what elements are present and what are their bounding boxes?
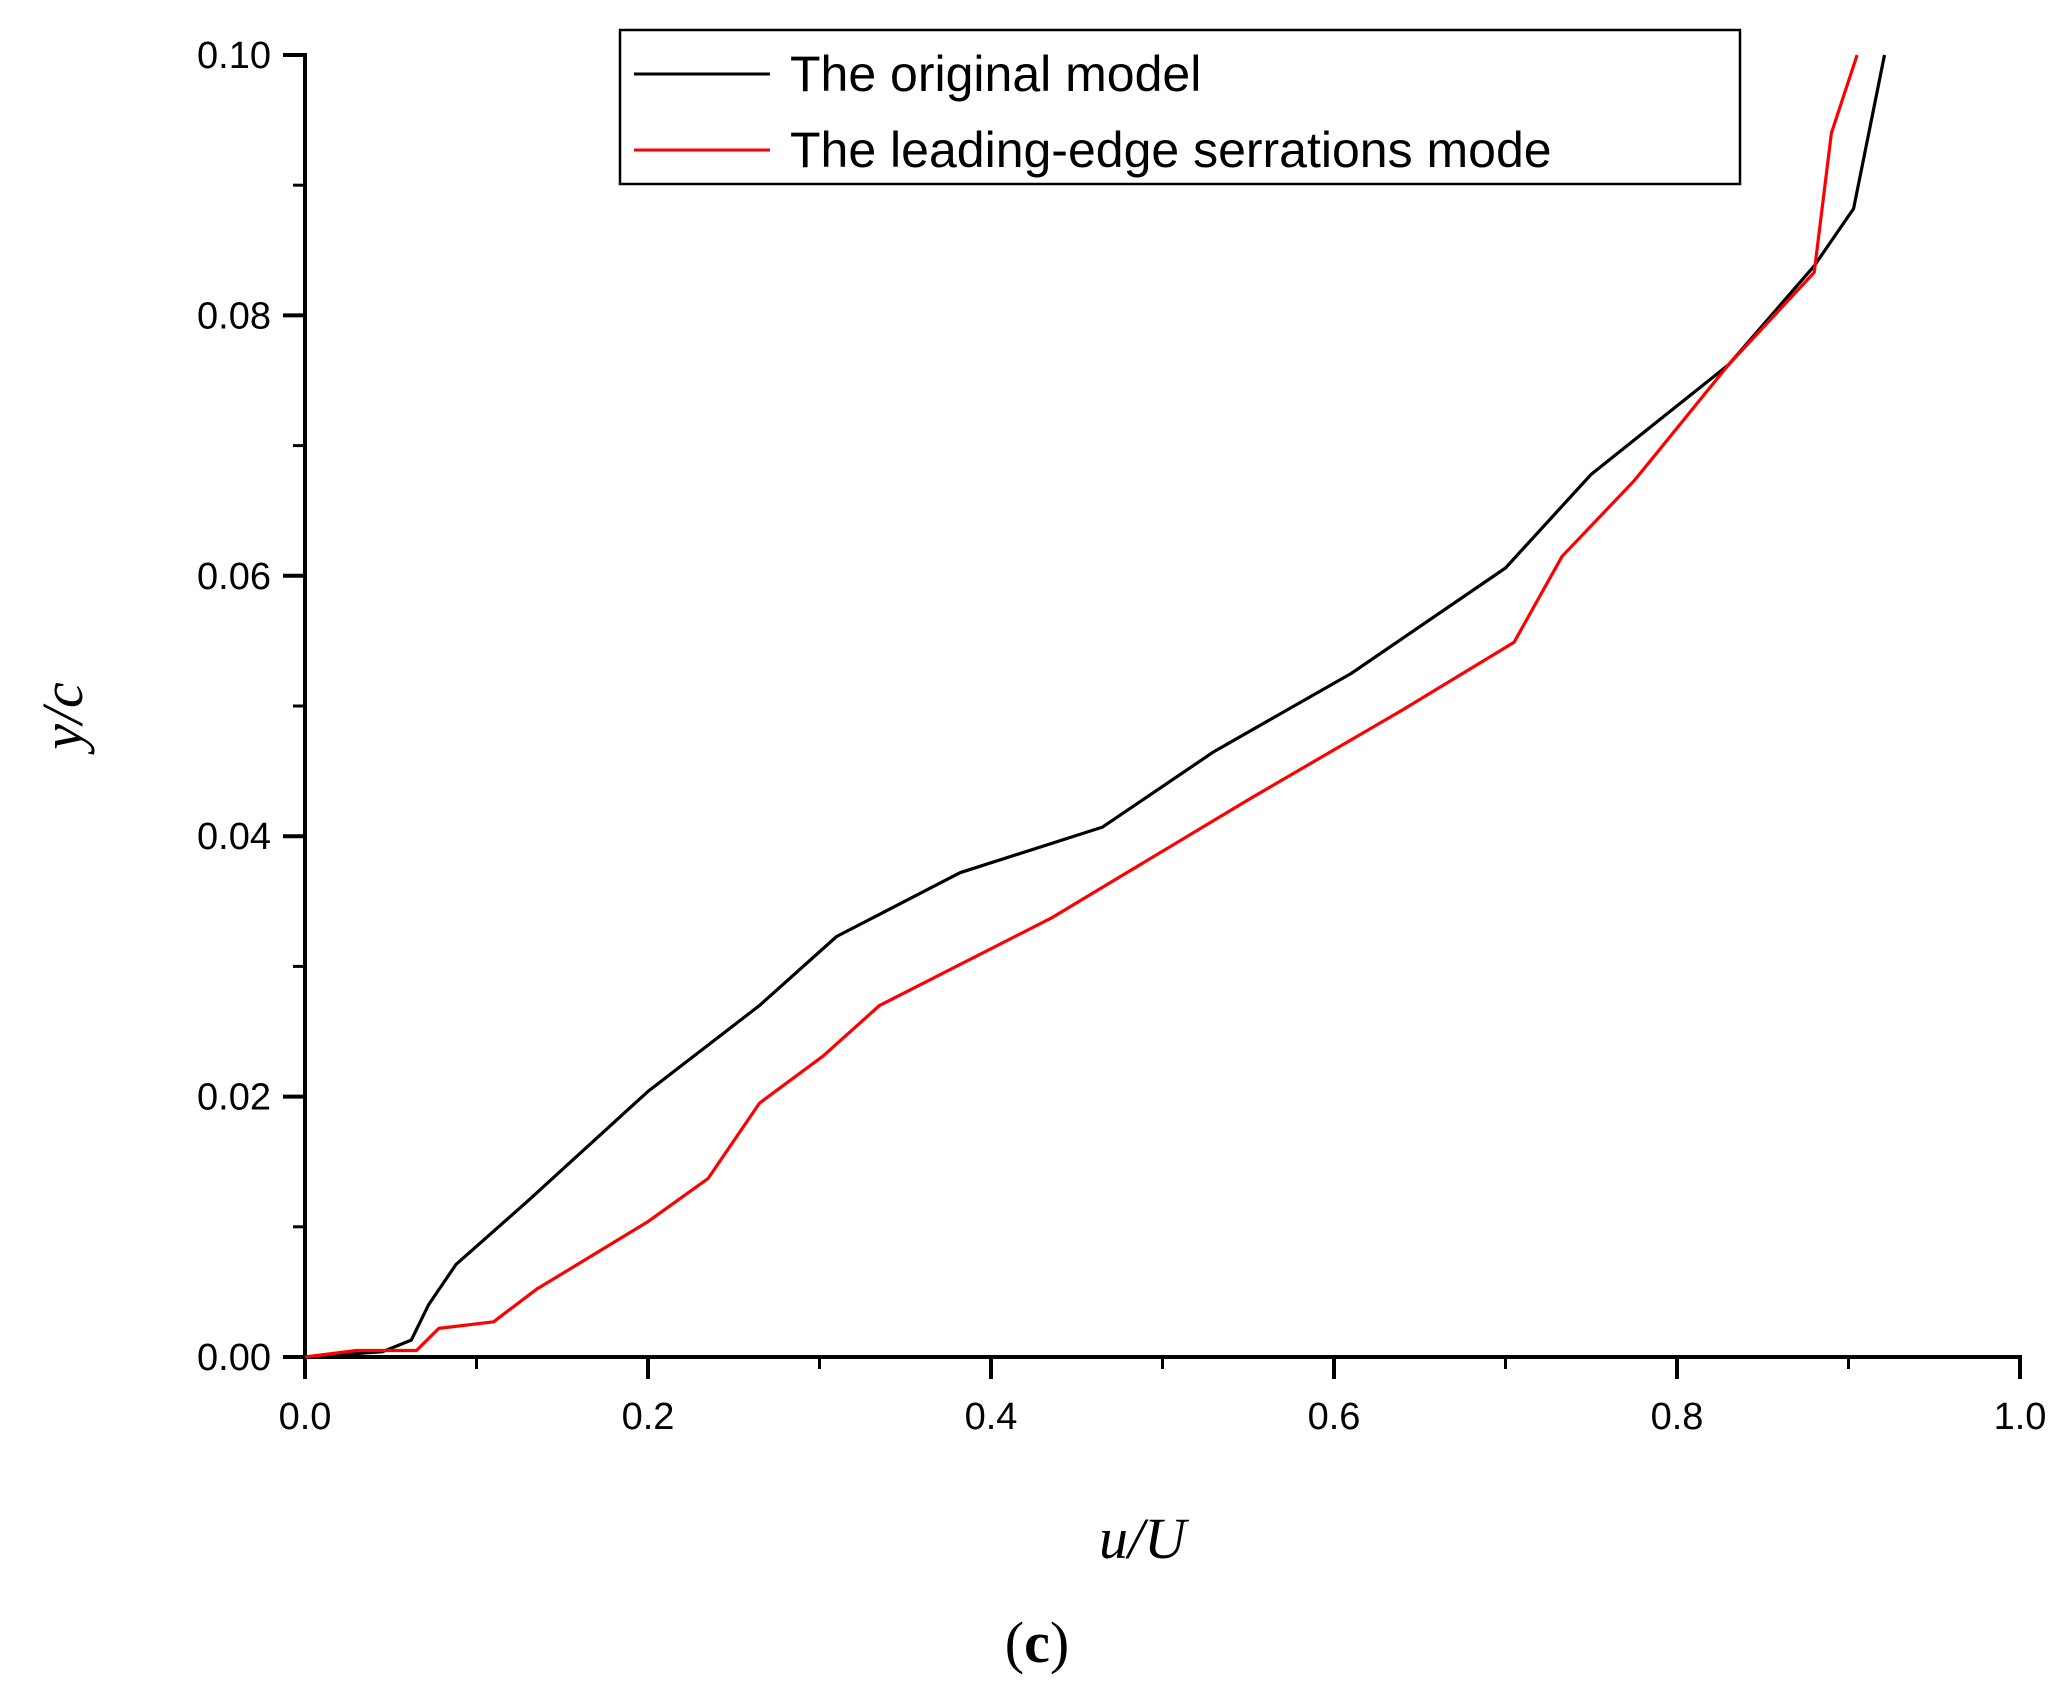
series-line-1 [304,54,1859,1359]
x-axis-title: u/U [1099,1506,1190,1571]
x-tick-label: 0.2 [622,1396,675,1438]
legend-box [618,28,1742,186]
axes: 0.0 0.2 0.4 0.6 0.8 1.0 0.000.020.040.060.080… [197,35,2046,1438]
y-tick-label: 0.08 [197,295,271,337]
y-axis-title: y/c [30,682,95,755]
y-tick-label: 0.04 [197,816,271,858]
series-line-0 [304,54,1887,1359]
y-tick-label: 0.02 [197,1077,271,1119]
legend: The original model The leading-edge serr… [618,28,1742,186]
caption-open: ( [1005,1610,1024,1675]
x-tick-label: 1.0 [1994,1396,2047,1438]
x-tick-label: 0.8 [1651,1396,1704,1438]
x-tick-label: 0.6 [1308,1396,1361,1438]
x-tick-label: 0.4 [965,1396,1018,1438]
legend-label-original: The original model [790,46,1201,102]
x-tick-label: 0.0 [279,1396,332,1438]
y-ticks: 0.00 0.02 0.04 0.06 0.08 0.10 [197,35,305,1379]
y-tick-label: 0.10 [197,35,271,77]
series-layer [304,54,1887,1359]
x-ticks: 0.0 0.2 0.4 0.6 0.8 1.0 [279,1357,2047,1438]
y-tick-label: 0.06 [197,556,271,598]
caption-close: ) [1050,1610,1069,1675]
legend-label-serrations: The leading-edge serrations mode [790,122,1552,178]
y-tick-label: 0.00 [197,1337,271,1379]
caption-letter: c [1024,1610,1050,1675]
figure-caption: (c) [1005,1610,1069,1675]
